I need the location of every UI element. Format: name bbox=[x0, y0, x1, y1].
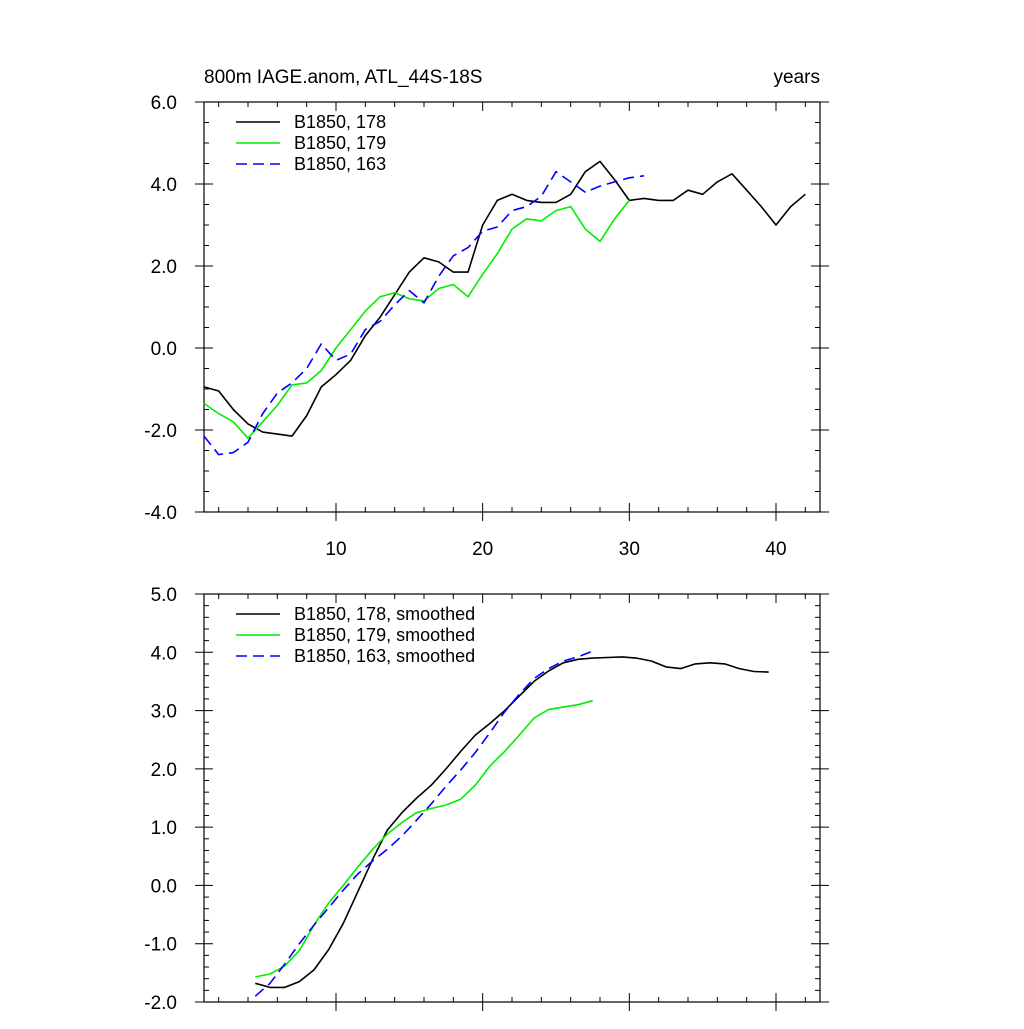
y-tick-label: 0.0 bbox=[151, 339, 177, 360]
y-tick-label: 2.0 bbox=[151, 760, 177, 781]
units-label: years bbox=[774, 67, 820, 88]
x-tick-label: 10 bbox=[325, 539, 346, 560]
y-tick-label: 2.0 bbox=[151, 257, 177, 278]
series-line bbox=[255, 656, 769, 989]
x-tick-label: 40 bbox=[765, 539, 786, 560]
legend-label: B1850, 179, smoothed bbox=[294, 625, 475, 645]
series-line bbox=[254, 650, 593, 997]
legend-label: B1850, 179 bbox=[294, 133, 386, 153]
series-line bbox=[203, 170, 645, 456]
y-tick-label: 4.0 bbox=[151, 175, 177, 196]
y-tick-label: 6.0 bbox=[151, 93, 177, 114]
panel-bottom: -2.0 -1.0 0.0 1.0 2.0 3.0 4.0 5.0 B1850, 178, sm… bbox=[144, 585, 829, 1014]
y-tick-label: 1.0 bbox=[151, 818, 177, 839]
x-tick-label: 30 bbox=[619, 539, 640, 560]
x-tick-label: 20 bbox=[472, 539, 493, 560]
legend-label: B1850, 163 bbox=[294, 154, 386, 174]
y-tick-label: 4.0 bbox=[151, 643, 177, 664]
y-tick-label: 0.0 bbox=[151, 876, 177, 897]
legend-label: B1850, 178, smoothed bbox=[294, 604, 475, 624]
chart-title: 800m IAGE.anom, ATL_44S-18S bbox=[204, 67, 482, 88]
y-tick-label: 5.0 bbox=[151, 585, 177, 606]
series-line bbox=[203, 160, 806, 437]
legend-label: B1850, 163, smoothed bbox=[294, 646, 475, 666]
y-tick-label: -2.0 bbox=[144, 421, 177, 442]
series-line bbox=[203, 199, 630, 439]
y-tick-label: -4.0 bbox=[144, 503, 177, 524]
legend-label: B1850, 178 bbox=[294, 112, 386, 132]
y-tick-label: 3.0 bbox=[151, 702, 177, 723]
y-tick-label: -1.0 bbox=[144, 935, 177, 956]
y-tick-label: -2.0 bbox=[144, 993, 177, 1014]
series-line bbox=[255, 699, 593, 978]
